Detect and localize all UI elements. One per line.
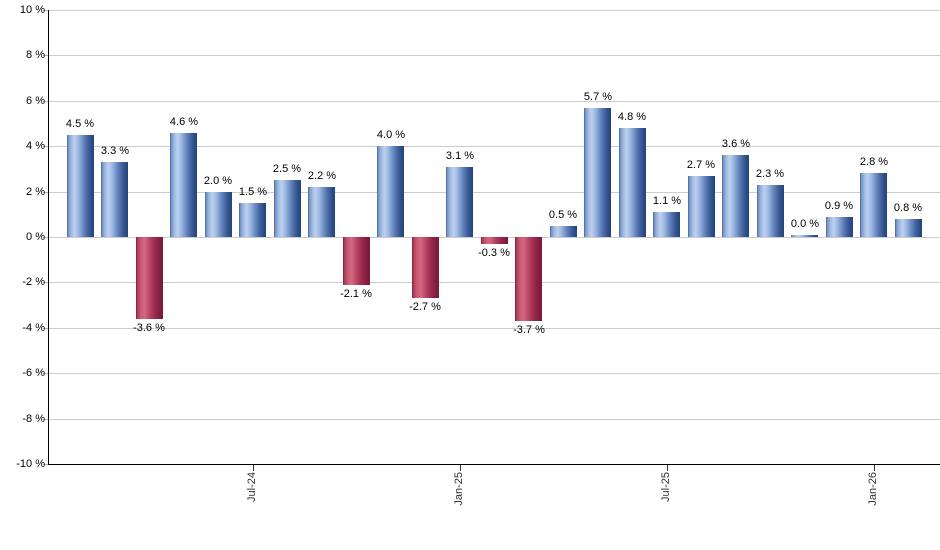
bar-value-label: 2.8 % [859, 156, 889, 168]
y-tick-mark [43, 55, 49, 56]
bar[interactable] [515, 237, 542, 321]
bar-value-label: -3.7 % [513, 324, 545, 336]
bar-value-label: 2.0 % [203, 175, 233, 187]
x-tick-label: Jul-24 [246, 472, 258, 502]
y-tick-mark [43, 464, 49, 465]
gridline [49, 101, 940, 102]
bar[interactable] [239, 203, 266, 237]
bar-value-label: 4.0 % [376, 129, 406, 141]
y-tick-mark [43, 192, 49, 193]
gridline [49, 328, 940, 329]
bar-value-label: 3.3 % [100, 145, 130, 157]
y-tick-label: 4 % [26, 140, 45, 152]
y-tick-label: -4 % [22, 322, 45, 334]
bar[interactable] [584, 108, 611, 237]
y-tick-mark [43, 373, 49, 374]
bar[interactable] [619, 128, 646, 237]
x-tick-mark [460, 465, 461, 471]
bar-value-label: 5.7 % [583, 91, 613, 103]
bar[interactable] [860, 173, 887, 237]
gridline [49, 55, 940, 56]
bar-value-label: 0.0 % [790, 218, 820, 230]
bar-value-label: 0.5 % [548, 209, 578, 221]
y-tick-mark [43, 328, 49, 329]
bar-value-label: 1.1 % [652, 195, 682, 207]
y-tick-label: -6 % [22, 367, 45, 379]
y-tick-label: 8 % [26, 49, 45, 61]
bar-value-label: 2.2 % [307, 170, 337, 182]
bar-value-label: 0.8 % [893, 202, 923, 214]
y-tick-label: 0 % [26, 231, 45, 243]
gridline [49, 146, 940, 147]
bar[interactable] [308, 187, 335, 237]
bar[interactable] [550, 226, 577, 237]
bar[interactable] [895, 219, 922, 237]
y-tick-label: 6 % [26, 95, 45, 107]
x-tick-label: Jan-25 [453, 472, 465, 506]
x-tick-mark [874, 465, 875, 471]
bar[interactable] [481, 237, 508, 244]
bar[interactable] [101, 162, 128, 237]
y-tick-mark [43, 10, 49, 11]
bar-value-label: 1.5 % [238, 186, 268, 198]
bar-value-label: 4.5 % [65, 118, 95, 130]
y-tick-mark [43, 101, 49, 102]
bar-value-label: 2.3 % [755, 168, 785, 180]
y-tick-mark [43, 282, 49, 283]
bar[interactable] [377, 146, 404, 237]
bar-value-label: 3.1 % [445, 150, 475, 162]
gridline [49, 10, 940, 11]
bar[interactable] [412, 237, 439, 298]
y-tick-label: 2 % [26, 186, 45, 198]
bar-value-label: -0.3 % [478, 247, 510, 259]
bar[interactable] [67, 135, 94, 237]
x-tick-mark [667, 465, 668, 471]
bar-value-label: -2.1 % [340, 288, 372, 300]
bar[interactable] [343, 237, 370, 285]
x-tick-label: Jul-25 [660, 472, 672, 502]
bar[interactable] [791, 235, 818, 237]
bar[interactable] [274, 180, 301, 237]
y-tick-label: -8 % [22, 413, 45, 425]
bar-value-label: 0.9 % [824, 200, 854, 212]
y-tick-mark [43, 419, 49, 420]
bar[interactable] [722, 155, 749, 237]
bar[interactable] [446, 167, 473, 237]
gridline [49, 192, 940, 193]
y-tick-mark [43, 146, 49, 147]
gridline [49, 282, 940, 283]
x-tick-mark [253, 465, 254, 471]
bar[interactable] [688, 176, 715, 237]
bar-value-label: 2.5 % [272, 163, 302, 175]
bar[interactable] [170, 133, 197, 237]
bar[interactable] [653, 212, 680, 237]
bar-value-label: 3.6 % [721, 138, 751, 150]
bar-value-label: 4.6 % [169, 116, 199, 128]
gridline [49, 419, 940, 420]
gridline [49, 373, 940, 374]
bar[interactable] [826, 217, 853, 237]
bar[interactable] [757, 185, 784, 237]
bar-value-label: 2.7 % [686, 159, 716, 171]
bar[interactable] [136, 237, 163, 319]
y-axis-line [48, 10, 49, 464]
x-tick-label: Jan-26 [867, 472, 879, 506]
y-tick-label: -2 % [22, 276, 45, 288]
bar[interactable] [205, 192, 232, 237]
bar-value-label: 4.8 % [617, 111, 647, 123]
x-axis-line [48, 464, 940, 465]
bar-value-label: -3.6 % [133, 322, 165, 334]
y-tick-mark [43, 237, 49, 238]
y-tick-label: 10 % [19, 4, 45, 16]
bar-value-label: -2.7 % [409, 301, 441, 313]
y-tick-label: -10 % [16, 458, 45, 470]
